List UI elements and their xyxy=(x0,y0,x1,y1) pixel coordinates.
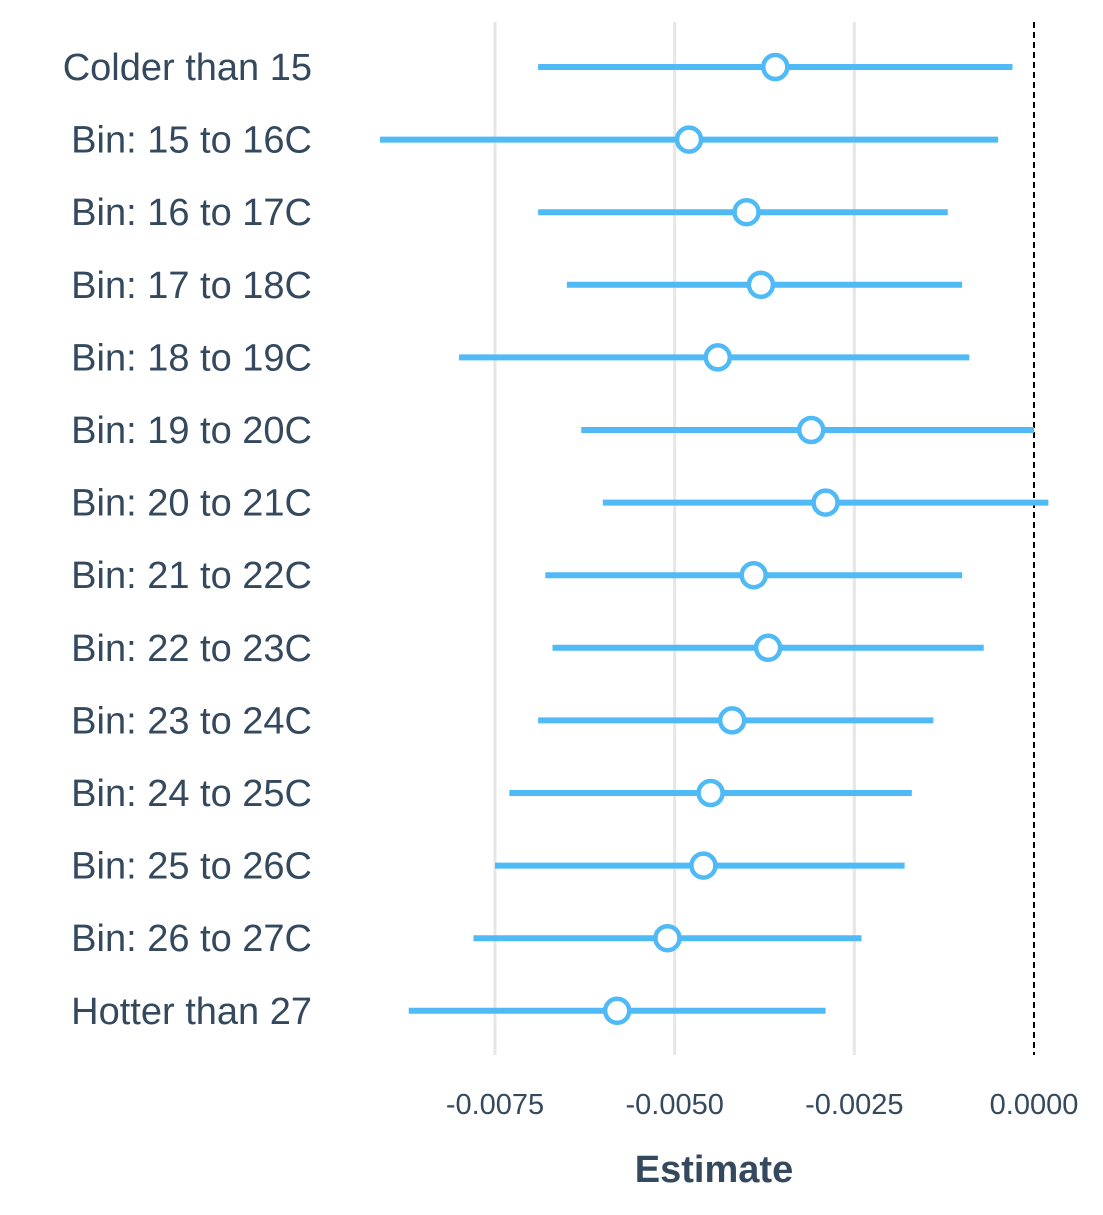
estimate-point-9 xyxy=(717,706,747,735)
estimate-point-2 xyxy=(732,197,761,227)
y-label-2: Bin: 16 to 17C xyxy=(71,192,312,234)
estimate-point-0 xyxy=(761,52,790,82)
estimate-point-6 xyxy=(811,488,840,517)
estimate-point-7 xyxy=(739,560,768,590)
y-axis-labels: Colder than 15 Bin: 15 to 16C Bin: 16 to 1… xyxy=(63,47,312,1033)
y-label-13: Hotter than 27 xyxy=(71,991,312,1033)
estimate-point-12 xyxy=(653,923,682,953)
estimate-marks xyxy=(380,52,1049,1026)
estimate-point-8 xyxy=(753,633,783,663)
y-label-4: Bin: 18 to 19C xyxy=(71,337,312,379)
x-tick-label-1: -0.0050 xyxy=(625,1089,723,1121)
y-label-7: Bin: 21 to 22C xyxy=(71,555,312,597)
x-axis-title: Estimate xyxy=(635,1149,793,1191)
estimate-point-3 xyxy=(746,270,776,300)
y-label-8: Bin: 22 to 23C xyxy=(71,628,312,670)
estimate-point-10 xyxy=(696,778,725,808)
estimate-point-5 xyxy=(796,415,826,445)
y-label-6: Bin: 20 to 21C xyxy=(71,483,312,525)
estimate-point-13 xyxy=(602,996,632,1026)
x-tick-label-2: -0.0025 xyxy=(805,1089,903,1121)
estimate-point-1 xyxy=(674,125,704,154)
grid-lines xyxy=(493,22,856,1055)
x-tick-label-0: -0.0075 xyxy=(446,1089,544,1121)
y-label-5: Bin: 19 to 20C xyxy=(71,410,312,452)
y-label-12: Bin: 26 to 27C xyxy=(71,918,312,960)
y-label-10: Bin: 24 to 25C xyxy=(71,773,312,815)
estimate-point-4 xyxy=(703,343,733,372)
y-label-1: Bin: 15 to 16C xyxy=(71,120,312,162)
x-axis-tick-labels: -0.0075 -0.0050 -0.0025 0.0000 xyxy=(446,1089,1079,1121)
y-label-0: Colder than 15 xyxy=(63,47,312,89)
x-tick-label-3: 0.0000 xyxy=(990,1089,1079,1121)
y-label-11: Bin: 25 to 26C xyxy=(71,846,312,888)
estimate-point-11 xyxy=(689,851,718,880)
y-label-9: Bin: 23 to 24C xyxy=(71,700,312,742)
y-label-3: Bin: 17 to 18C xyxy=(71,265,312,307)
